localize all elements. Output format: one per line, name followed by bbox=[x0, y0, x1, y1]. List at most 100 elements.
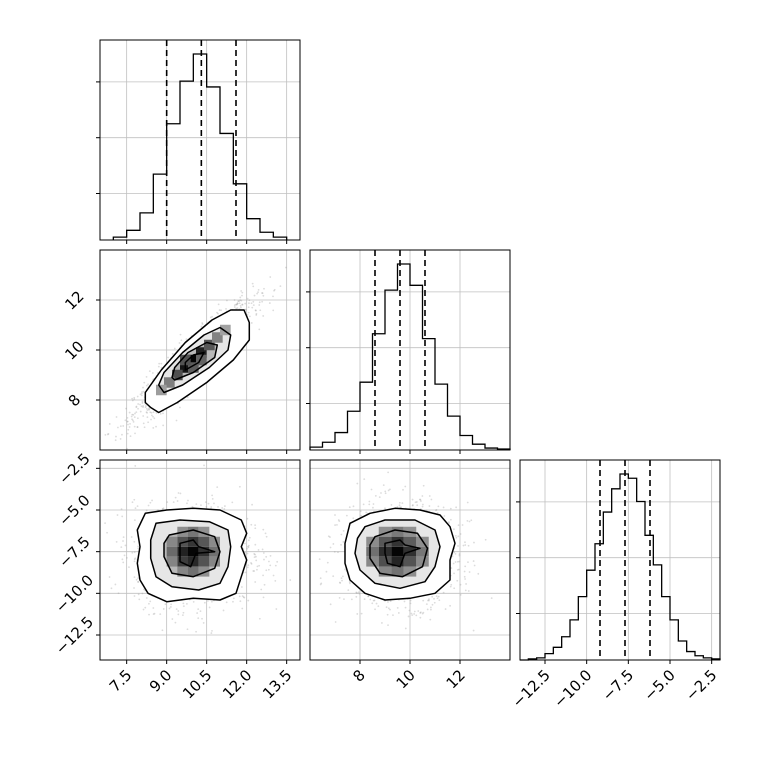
density-cell bbox=[403, 566, 417, 577]
scatter-point bbox=[126, 556, 128, 559]
histogram-step bbox=[309, 263, 511, 450]
scatter-point bbox=[428, 599, 430, 602]
scatter-point bbox=[209, 316, 212, 319]
scatter-point bbox=[122, 561, 125, 564]
scatter-point bbox=[211, 315, 214, 318]
scatter-point bbox=[374, 494, 377, 497]
scatter-point bbox=[253, 570, 256, 572]
scatter-point bbox=[138, 598, 141, 601]
panel-frame bbox=[309, 249, 511, 451]
scatter-point bbox=[248, 299, 251, 302]
scatter-point bbox=[389, 600, 392, 603]
scatter-point bbox=[490, 597, 493, 600]
scatter-point bbox=[161, 629, 164, 632]
scatter-point bbox=[435, 508, 438, 511]
scatter-point bbox=[120, 508, 123, 511]
scatter-point bbox=[133, 595, 136, 597]
scatter-point bbox=[132, 413, 135, 416]
scatter-point bbox=[246, 297, 249, 300]
scatter-point bbox=[137, 547, 140, 550]
scatter-point bbox=[159, 613, 162, 616]
scatter-point bbox=[338, 520, 341, 522]
scatter-point bbox=[145, 375, 148, 378]
scatter-point bbox=[174, 496, 177, 499]
scatter-point bbox=[253, 294, 256, 297]
scatter-point bbox=[389, 608, 391, 611]
scatter-point bbox=[384, 507, 386, 510]
scatter-point bbox=[385, 606, 388, 609]
scatter-point bbox=[409, 599, 412, 602]
scatter-point bbox=[276, 560, 279, 563]
contour-line bbox=[344, 507, 456, 601]
scatter-point bbox=[357, 591, 360, 594]
scatter-point bbox=[236, 303, 239, 306]
scatter-point bbox=[252, 304, 255, 307]
scatter-point bbox=[130, 536, 133, 538]
scatter-point bbox=[240, 299, 243, 302]
scatter-point bbox=[202, 622, 205, 624]
scatter-point bbox=[136, 426, 139, 428]
contour-line bbox=[179, 539, 216, 568]
scatter-point bbox=[186, 602, 188, 605]
scatter-point bbox=[422, 484, 425, 487]
scatter-point bbox=[240, 290, 243, 292]
scatter-point bbox=[226, 299, 228, 302]
x-tick-label: −5.0 bbox=[640, 666, 678, 704]
scatter-point bbox=[157, 365, 160, 368]
scatter-point bbox=[137, 580, 140, 583]
scatter-point bbox=[254, 524, 257, 527]
scatter-point bbox=[107, 432, 110, 435]
density-cell bbox=[391, 556, 404, 567]
scatter-point bbox=[272, 309, 275, 312]
scatter-point bbox=[169, 606, 172, 608]
scatter-point bbox=[254, 553, 256, 556]
density-cell bbox=[166, 556, 178, 567]
scatter-point bbox=[459, 533, 462, 535]
scatter-point bbox=[372, 503, 375, 505]
scatter-point bbox=[464, 565, 467, 568]
density-cell bbox=[172, 369, 183, 381]
scatter-point bbox=[414, 501, 417, 504]
scatter-point bbox=[258, 564, 261, 567]
contour-line bbox=[184, 351, 205, 371]
scatter-point bbox=[416, 504, 419, 507]
scatter-point bbox=[359, 510, 362, 513]
density-cell bbox=[378, 526, 392, 537]
scatter-point bbox=[235, 303, 238, 306]
scatter-point bbox=[121, 433, 123, 436]
scatter-point bbox=[319, 583, 322, 586]
x-tick-label: 10 bbox=[393, 666, 419, 692]
scatter-point bbox=[269, 564, 272, 567]
scatter-point bbox=[365, 511, 368, 514]
scatter-point bbox=[342, 541, 345, 543]
scatter-point bbox=[443, 515, 446, 517]
y-tick-label: −10.0 bbox=[52, 571, 97, 616]
scatter-point bbox=[369, 598, 372, 601]
scatter-point bbox=[272, 295, 274, 298]
scatter-point bbox=[367, 595, 370, 598]
scatter-point bbox=[251, 503, 253, 506]
scatter-point bbox=[145, 407, 148, 410]
scatter-point bbox=[133, 540, 136, 543]
scatter-point bbox=[167, 356, 169, 359]
scatter-point bbox=[159, 412, 162, 415]
scatter-point bbox=[254, 527, 257, 530]
scatter-point bbox=[222, 609, 225, 612]
density-cell bbox=[198, 556, 210, 567]
scatter-point bbox=[145, 411, 148, 414]
density-content bbox=[104, 464, 292, 634]
scatter-point bbox=[208, 606, 211, 609]
scatter-point bbox=[128, 411, 131, 414]
scatter-point bbox=[378, 496, 381, 499]
scatter-point bbox=[126, 432, 129, 435]
scatter-point bbox=[210, 632, 213, 634]
scatter-point bbox=[397, 612, 400, 614]
scatter-point bbox=[360, 612, 363, 615]
scatter-point bbox=[247, 544, 250, 547]
panel-frame bbox=[99, 249, 301, 451]
contour-line bbox=[369, 529, 429, 578]
x-tick-label: 8 bbox=[349, 666, 368, 685]
scatter-point bbox=[326, 561, 329, 564]
scatter-point bbox=[332, 543, 335, 545]
scatter-point bbox=[133, 498, 136, 501]
